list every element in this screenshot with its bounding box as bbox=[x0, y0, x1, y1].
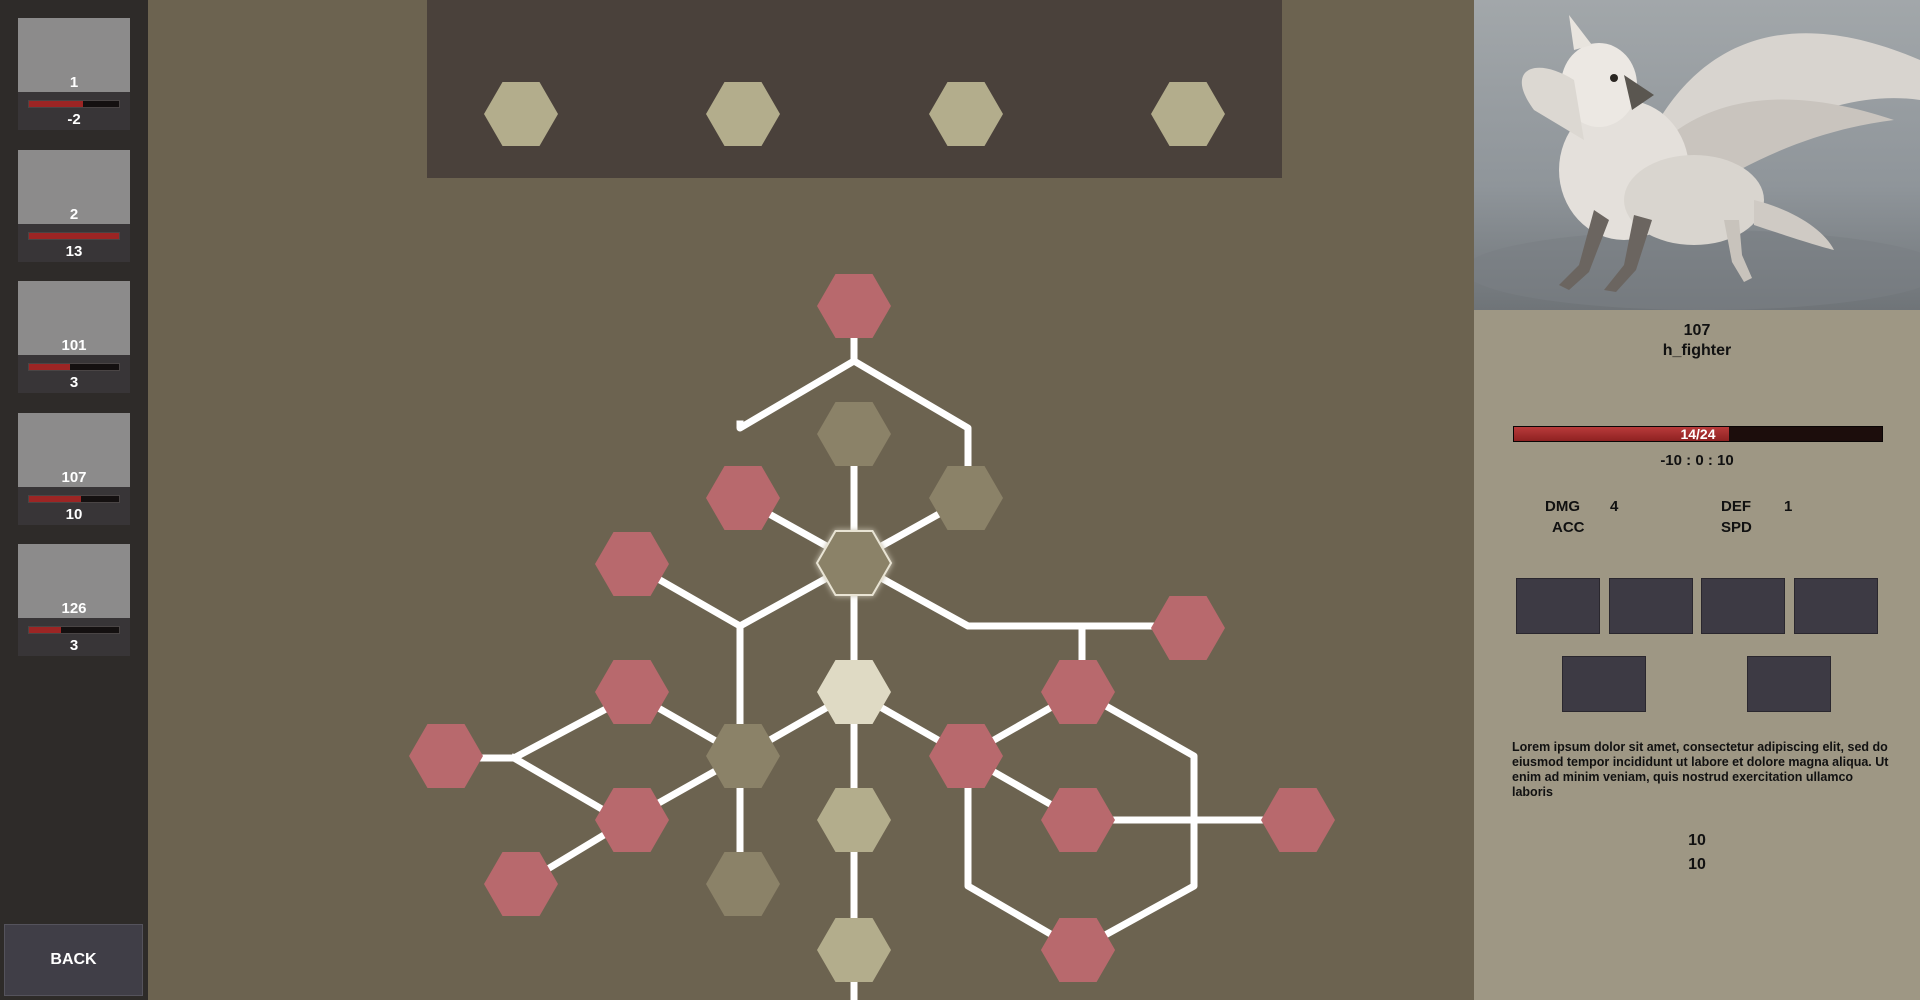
unit-card[interactable]: 126 3 bbox=[18, 544, 130, 656]
skill-node[interactable] bbox=[817, 918, 891, 982]
equipment-slot-4[interactable] bbox=[1794, 578, 1878, 634]
unit-stat: 3 bbox=[69, 637, 79, 654]
skill-node[interactable] bbox=[595, 660, 669, 724]
skill-node[interactable] bbox=[1041, 788, 1115, 852]
def-value: 1 bbox=[1784, 498, 1793, 515]
unit-portrait bbox=[18, 544, 130, 618]
unit-stat: 3 bbox=[69, 374, 79, 391]
detail-value-2: 10 bbox=[1688, 856, 1706, 873]
skill-node[interactable] bbox=[1151, 596, 1225, 660]
griffin-portrait-image bbox=[1474, 0, 1920, 310]
unit-hp-bar bbox=[28, 232, 120, 240]
detail-hp-fill bbox=[1514, 427, 1729, 441]
equipment-slot-1[interactable] bbox=[1516, 578, 1600, 634]
skill-node[interactable] bbox=[815, 530, 893, 596]
unit-sidebar: 1 -2 2 13 101 3 107 10 126 3 BACK bbox=[0, 0, 148, 1000]
unit-card[interactable]: 107 10 bbox=[18, 413, 130, 525]
unit-hp-bar bbox=[28, 363, 120, 371]
unit-hp-bar bbox=[28, 626, 120, 634]
skill-node[interactable] bbox=[1041, 918, 1115, 982]
unit-card[interactable]: 2 13 bbox=[18, 150, 130, 262]
equipped-skills-panel bbox=[427, 0, 1282, 178]
unit-stat: 10 bbox=[65, 506, 83, 523]
equipped-skill-slot[interactable] bbox=[929, 82, 1003, 146]
unit-id: 1 bbox=[69, 74, 79, 91]
unit-hp-bar bbox=[28, 495, 120, 503]
detail-unit-class: h_fighter bbox=[1662, 342, 1732, 359]
detail-value-1: 10 bbox=[1688, 832, 1706, 849]
unit-stat: 13 bbox=[65, 243, 83, 260]
skill-node[interactable] bbox=[409, 724, 483, 788]
unit-stat: -2 bbox=[67, 111, 81, 128]
unit-hp-fill bbox=[29, 627, 61, 633]
equipment-slot-6[interactable] bbox=[1747, 656, 1831, 712]
skill-node[interactable] bbox=[595, 788, 669, 852]
detail-hp-text: 14/24 bbox=[1680, 426, 1716, 442]
back-button[interactable]: BACK bbox=[4, 924, 143, 996]
equipped-skill-slot[interactable] bbox=[484, 82, 558, 146]
skill-node[interactable] bbox=[595, 532, 669, 596]
detail-range-text: -10 : 0 : 10 bbox=[1660, 452, 1734, 469]
equipped-skill-slot[interactable] bbox=[706, 82, 780, 146]
skill-node[interactable] bbox=[929, 466, 1003, 530]
acc-label: ACC bbox=[1552, 519, 1585, 536]
unit-portrait bbox=[18, 150, 130, 224]
equipped-skill-slot[interactable] bbox=[1151, 82, 1225, 146]
detail-hp-bar: 14/24 bbox=[1513, 426, 1883, 442]
skill-node[interactable] bbox=[1041, 660, 1115, 724]
spd-label: SPD bbox=[1721, 519, 1752, 536]
skill-tree-nodes bbox=[409, 274, 1335, 982]
unit-id: 101 bbox=[61, 337, 87, 354]
detail-unit-id: 107 bbox=[1683, 322, 1711, 339]
skill-node[interactable] bbox=[706, 724, 780, 788]
equipment-slot-3[interactable] bbox=[1701, 578, 1785, 634]
unit-hp-fill bbox=[29, 496, 82, 502]
skill-node[interactable] bbox=[817, 788, 891, 852]
equipped-skill-slots bbox=[484, 82, 1225, 146]
unit-portrait-large bbox=[1474, 0, 1920, 310]
unit-hp-fill bbox=[29, 364, 70, 370]
unit-description: Lorem ipsum dolor sit amet, consectetur … bbox=[1512, 740, 1889, 799]
unit-detail-panel: 107 h_fighter 14/24 -10 : 0 : 10 DMG 4 A… bbox=[1474, 0, 1920, 1000]
skill-node[interactable] bbox=[817, 660, 891, 724]
unit-card[interactable]: 101 3 bbox=[18, 281, 130, 393]
unit-card[interactable]: 1 -2 bbox=[18, 18, 130, 130]
unit-hp-bar bbox=[28, 100, 120, 108]
unit-hp-fill bbox=[29, 233, 119, 239]
skill-node[interactable] bbox=[484, 852, 558, 916]
dmg-value: 4 bbox=[1610, 498, 1619, 515]
equipment-slot-2[interactable] bbox=[1609, 578, 1693, 634]
dmg-label: DMG bbox=[1545, 498, 1580, 515]
unit-portrait bbox=[18, 413, 130, 487]
unit-id: 2 bbox=[69, 206, 79, 223]
skill-node[interactable] bbox=[706, 466, 780, 530]
skill-node[interactable] bbox=[817, 402, 891, 466]
unit-portrait bbox=[18, 281, 130, 355]
unit-id: 126 bbox=[61, 600, 87, 617]
skill-node[interactable] bbox=[706, 852, 780, 916]
unit-id: 107 bbox=[61, 469, 87, 486]
skill-node[interactable] bbox=[929, 724, 1003, 788]
skill-node[interactable] bbox=[817, 274, 891, 338]
unit-portrait bbox=[18, 18, 130, 92]
equipment-slot-5[interactable] bbox=[1562, 656, 1646, 712]
skill-node[interactable] bbox=[1261, 788, 1335, 852]
unit-hp-fill bbox=[29, 101, 83, 107]
def-label: DEF bbox=[1721, 498, 1751, 515]
